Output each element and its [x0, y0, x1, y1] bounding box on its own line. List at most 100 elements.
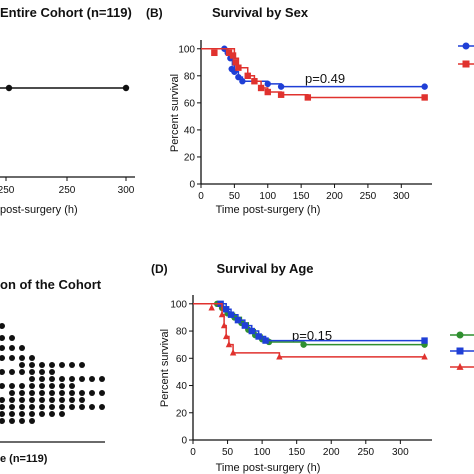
panel-b-x-tick-label: 100 — [259, 191, 276, 202]
panel-c-dot — [29, 411, 35, 417]
legend-marker — [462, 60, 470, 68]
panel-c-dot — [0, 397, 5, 403]
panel-c-dot — [0, 411, 5, 417]
panel-d-p-value: p=0.15 — [292, 328, 332, 343]
panel-a-title: Entire Cohort (n=119) — [0, 5, 132, 20]
panel-c-dot — [0, 404, 5, 410]
panel-a-x-tick-label: 250 — [0, 185, 15, 196]
panel-c-dot — [69, 397, 75, 403]
panel-b-p-value: p=0.49 — [305, 71, 345, 86]
panel-d-series-1-point — [421, 337, 428, 344]
panel-c-dot — [9, 345, 15, 351]
panel-c-dot — [99, 376, 105, 382]
panel-d-series-1-point — [234, 316, 242, 324]
panel-c-dot — [59, 362, 65, 368]
panel-d-series-2-point — [225, 340, 233, 348]
panel-c-dot — [79, 390, 85, 396]
panel-d-label: (D) — [151, 262, 168, 276]
panel-d-legend — [450, 331, 474, 370]
panel-c-dot — [9, 404, 15, 410]
legend-marker — [462, 42, 470, 50]
panel-c-dot — [9, 369, 15, 375]
panel-c-dot — [99, 390, 105, 396]
panel-b-x-tick-label: 50 — [229, 191, 241, 202]
panel-d-title: Survival by Age — [216, 261, 313, 276]
panel-d-series-1-point — [241, 322, 249, 329]
panel-b-y-tick-label: 40 — [184, 125, 196, 136]
panel-b-x-tick-label: 200 — [326, 191, 343, 202]
panel-c-dot-group — [0, 323, 105, 424]
panel-d-x-tick-label: 100 — [254, 447, 271, 458]
panel-b-series-0-point — [235, 73, 242, 81]
panel-b-series-1-point — [244, 72, 251, 80]
panel-d-series-1-point — [255, 333, 262, 340]
panel-b-series-0-point — [277, 83, 285, 90]
panel-c-dot — [39, 362, 45, 368]
panel-b-x-axis-label: Time post-surgery (h) — [216, 204, 321, 216]
panel-c-dot — [29, 376, 35, 382]
panel-c-dot — [0, 323, 5, 329]
panel-c-dot — [49, 383, 55, 389]
legend-marker — [456, 331, 464, 339]
panel-c-dot — [19, 404, 25, 410]
panel-c-dot — [29, 397, 35, 403]
panel-a-tick-group: 250 250 300 — [0, 177, 135, 196]
panel-d-x-tick-label: 200 — [323, 447, 340, 458]
panel-d-axes: 0 20 40 60 80 100 0 50 100 150 200 250 300 — [170, 295, 432, 458]
panel-b-x-tick-label: 150 — [293, 191, 310, 202]
panel-d-y-tick-label: 0 — [181, 436, 187, 447]
panel-b-title: Survival by Sex — [212, 5, 309, 20]
panel-c-dot — [19, 362, 25, 368]
panel-c-dot — [99, 404, 105, 410]
panel-c-dot — [69, 404, 75, 410]
panel-c-dot — [9, 397, 15, 403]
panel-d-y-axis-label: Percent survival — [159, 329, 171, 407]
panel-b-series-1-point — [304, 94, 312, 101]
panel-c-dot — [79, 362, 85, 368]
panel-c-title: on of the Cohort — [0, 277, 102, 292]
panel-c-dot — [49, 397, 55, 403]
panel-c-dot — [69, 383, 75, 389]
panel-c-dot — [49, 362, 55, 368]
panel-c-dot — [59, 383, 65, 389]
panel-c-dot — [9, 355, 15, 361]
panel-d: (D) Survival by Age Percent survival Tim… — [151, 261, 474, 474]
panel-c-dot — [29, 418, 35, 424]
panel-c-dot — [49, 390, 55, 396]
panel-c-dot — [29, 390, 35, 396]
panel-c-dot — [79, 404, 85, 410]
panel-c-dot — [39, 369, 45, 375]
panel-d-series-1-point — [227, 311, 235, 318]
panel-c-dot — [59, 376, 65, 382]
panel-b-series-1-point — [257, 84, 265, 92]
panel-c-dot — [89, 404, 95, 410]
panel-d-series-group — [193, 300, 428, 360]
panel-d-y-tick-label: 20 — [176, 408, 188, 419]
panel-d-series-2-point — [218, 310, 226, 318]
panel-c-dot — [0, 335, 5, 341]
panel-c-dot — [9, 383, 15, 389]
panel-c-dot — [59, 390, 65, 396]
panel-a-x-axis-label: post-surgery (h) — [0, 204, 78, 216]
panel-c-dot — [79, 376, 85, 382]
panel-b-series-1-point — [225, 49, 233, 57]
panel-c-dot — [39, 397, 45, 403]
panel-b-legend — [458, 42, 474, 68]
panel-d-x-tick-label: 0 — [190, 447, 196, 458]
panel-a-series-group — [0, 84, 130, 92]
panel-b: (B) Survival by Sex Percent survival Tim… — [146, 5, 474, 216]
panel-b-series-1-point — [232, 59, 239, 66]
panel-c-dot — [49, 376, 55, 382]
panel-b-x-tick-label: 300 — [393, 191, 410, 202]
panel-b-y-axis-label: Percent survival — [169, 74, 181, 152]
panel-c-dot — [19, 383, 25, 389]
panel-c-dot — [89, 376, 95, 382]
panel-b-series-1-point — [264, 88, 271, 96]
panel-d-x-axis-label: Time post-surgery (h) — [216, 462, 321, 474]
panel-c-dot — [79, 397, 85, 403]
panel-c-dot — [19, 411, 25, 417]
panel-b-y-tick-label: 100 — [178, 44, 195, 55]
panel-b-series-1-point — [421, 94, 428, 101]
legend-marker — [456, 347, 464, 355]
